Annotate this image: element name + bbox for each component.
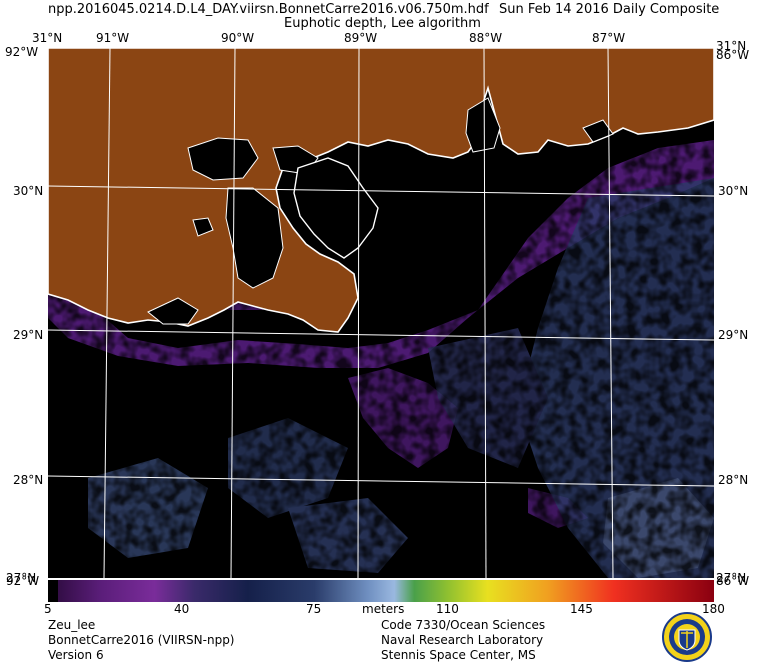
lat-label-28n-left: 28°N — [13, 473, 44, 487]
colorbar-tick-110: 110 — [436, 602, 459, 616]
lat-label-30n-left: 30°N — [13, 184, 44, 198]
colorbar-tick-75: 75 — [306, 602, 322, 616]
lat-label-30n-right: 30°N — [718, 184, 749, 198]
colorbar-tick-40: 40 — [174, 602, 190, 616]
lat-label-29n-right: 29°N — [718, 328, 749, 342]
colorbar-unit-label: meters — [362, 602, 405, 616]
color-scale-gradient — [48, 580, 714, 602]
inland-water — [147, 97, 614, 325]
colorbar-tick-180: 180 — [702, 602, 725, 616]
lon-label-91w-top: 91°W — [96, 31, 130, 45]
corner-label-bottom-right: 27°N — [716, 571, 747, 585]
lon-label-89w-top: 89°W — [344, 31, 378, 45]
corner-label-bottom-left: 27°N — [6, 571, 37, 585]
product-title: Euphotic depth, Lee algorithm — [284, 16, 481, 31]
corner-lon-label-bottom-left: 92°W — [6, 574, 40, 588]
colorbar-tick-5: 5 — [44, 602, 52, 616]
footer-version: Version 6 — [48, 648, 104, 662]
file-name-title: npp.2016045.0214.D.L4_DAY.viirsn.BonnetC… — [48, 2, 489, 17]
euphotic-depth-map — [48, 48, 714, 578]
lon-label-90w-top: 90°W — [221, 31, 255, 45]
colorbar-tick-145: 145 — [570, 602, 593, 616]
graticule — [48, 48, 714, 578]
color-scale-start-swatch — [48, 580, 58, 602]
lon-label-87w-top: 87°W — [592, 31, 626, 45]
corner-lon-label-top-left: 92°W — [5, 45, 39, 59]
mississippi-delta — [293, 157, 379, 259]
corner-lon-label-bottom-right: 86°W — [716, 574, 750, 588]
lon-label-88w-top: 88°W — [469, 31, 503, 45]
corner-label-top-right: 31°N — [716, 39, 747, 53]
footer-variable-name: Zeu_lee — [48, 618, 96, 632]
footer-org-name: Naval Research Laboratory — [381, 633, 544, 647]
color-scale-bar — [48, 580, 714, 602]
footer-org-location: Stennis Space Center, MS — [381, 648, 536, 662]
corner-label-top-left: 31°N — [32, 31, 63, 45]
corner-lon-label-top-right: 86°W — [716, 48, 750, 62]
nrl-seal-logo — [662, 612, 712, 662]
footer-region-sensor: BonnetCarre2016 (VIIRSN-npp) — [48, 633, 235, 647]
lat-label-29n-left: 29°N — [13, 328, 44, 342]
composite-date-title: Sun Feb 14 2016 Daily Composite — [499, 2, 720, 17]
footer-org-code: Code 7330/Ocean Sciences — [381, 618, 546, 632]
lat-label-28n-right: 28°N — [718, 473, 749, 487]
